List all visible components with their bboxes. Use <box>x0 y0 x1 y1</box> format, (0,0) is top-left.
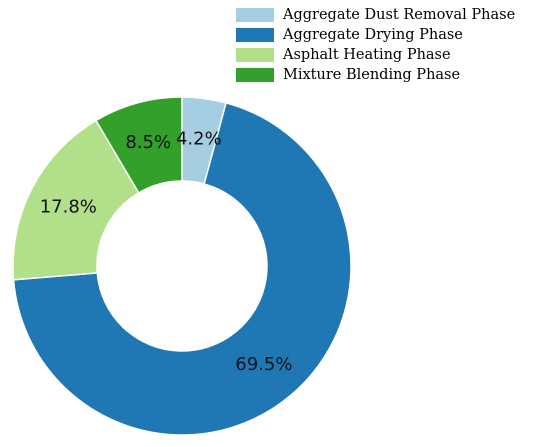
slice-label-asphalt-heating-phase: 17.8% <box>40 197 97 218</box>
donut-slices <box>12 96 352 436</box>
legend-item-asphalt-heating-phase: Asphalt Heating Phase <box>236 47 451 63</box>
legend-swatch <box>236 68 274 82</box>
legend-item-mixture-blending-phase: Mixture Blending Phase <box>236 67 460 83</box>
slice-aggregate-drying-phase <box>12 101 352 436</box>
legend-swatch <box>236 8 274 22</box>
legend-swatch <box>236 28 274 42</box>
slice-asphalt-heating-phase <box>12 119 140 281</box>
slice-labels: 4.2% 69.5% 17.8% 8.5% <box>40 129 293 375</box>
legend-label: Mixture Blending Phase <box>283 67 460 83</box>
legend-label: Aggregate Drying Phase <box>282 27 463 43</box>
legend: Aggregate Dust Removal Phase Aggregate Dr… <box>236 7 515 83</box>
slice-label-mixture-blending-phase: 8.5% <box>125 132 171 153</box>
legend-item-aggregate-dust-removal-phase: Aggregate Dust Removal Phase <box>236 7 515 23</box>
slice-label-aggregate-dust-removal-phase: 4.2% <box>176 129 222 150</box>
slice-mixture-blending-phase <box>94 96 183 194</box>
legend-swatch <box>236 48 274 62</box>
legend-label: Aggregate Dust Removal Phase <box>282 7 515 23</box>
legend-item-aggregate-drying-phase: Aggregate Drying Phase <box>236 27 463 43</box>
legend-label: Asphalt Heating Phase <box>282 47 451 63</box>
slice-label-aggregate-drying-phase: 69.5% <box>235 354 292 375</box>
